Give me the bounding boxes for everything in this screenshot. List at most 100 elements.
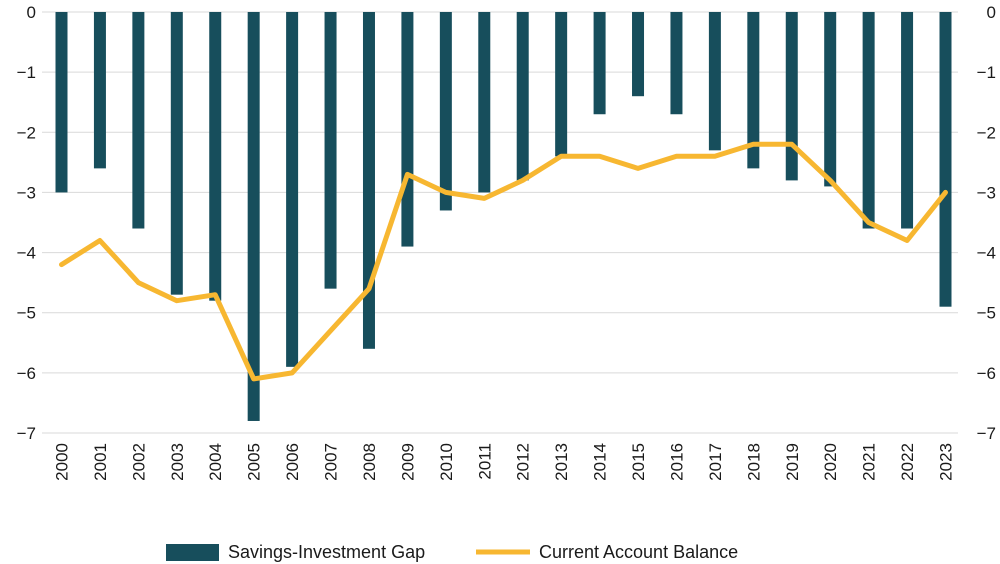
- bar-series: [55, 12, 952, 421]
- y-tick-label-left: 0: [27, 3, 36, 22]
- line-point-2007: [330, 330, 332, 332]
- bar-2005: [247, 12, 260, 421]
- y-tick-label-left: −6: [17, 364, 36, 383]
- x-tick-label-2006: 2006: [283, 443, 302, 481]
- x-tick-label-2007: 2007: [322, 443, 341, 481]
- bar-2013: [555, 12, 568, 157]
- y-tick-label-right: −6: [977, 364, 996, 383]
- y-tick-label-right: 0: [987, 3, 996, 22]
- legend-label-savings-investment-gap: Savings-Investment Gap: [228, 542, 425, 562]
- x-tick-label-2001: 2001: [91, 443, 110, 481]
- y-tick-label-left: −4: [17, 244, 36, 263]
- line-point-2005: [253, 378, 255, 380]
- x-tick-label-2008: 2008: [360, 443, 379, 481]
- line-point-2011: [483, 197, 485, 199]
- x-tick-label-2004: 2004: [206, 443, 225, 481]
- x-tick-label-2014: 2014: [591, 443, 610, 481]
- y-tick-label-right: −4: [977, 244, 996, 263]
- bar-2011: [478, 12, 491, 193]
- line-point-2002: [137, 282, 139, 284]
- line-point-2013: [560, 155, 562, 157]
- bar-2008: [362, 12, 375, 349]
- bar-2010: [439, 12, 452, 211]
- y-tick-label-right: −5: [977, 304, 996, 323]
- line-point-2008: [368, 288, 370, 290]
- line-point-2004: [214, 294, 216, 296]
- bar-2001: [93, 12, 106, 169]
- y-tick-label-left: −2: [17, 123, 36, 142]
- line-point-2001: [99, 240, 101, 242]
- bar-2018: [747, 12, 760, 169]
- line-point-2010: [445, 191, 447, 193]
- bar-2004: [209, 12, 222, 301]
- bar-2021: [862, 12, 875, 229]
- x-tick-label-2011: 2011: [475, 443, 494, 480]
- line-point-2014: [599, 155, 601, 157]
- x-tick-label-2023: 2023: [937, 443, 956, 481]
- gridlines: [42, 11, 958, 434]
- y-tick-label-right: −1: [977, 63, 996, 82]
- line-point-2023: [945, 191, 946, 193]
- y-tick-label-right: −7: [977, 424, 996, 443]
- bar-2022: [901, 12, 914, 229]
- line-point-2016: [675, 155, 677, 157]
- bar-2006: [286, 12, 299, 367]
- x-tick-label-2018: 2018: [744, 443, 763, 481]
- line-point-2006: [291, 372, 293, 374]
- bar-2020: [824, 12, 837, 187]
- x-axis: 2000 2001 2002 2003 2004 2005 2006 2007 2008 2009…: [53, 443, 956, 481]
- bar-2000: [55, 12, 68, 193]
- line-point-2021: [868, 222, 870, 223]
- x-tick-label-2015: 2015: [629, 443, 648, 481]
- line-point-2009: [406, 173, 408, 175]
- line-point-2000: [61, 264, 62, 266]
- x-tick-label-2005: 2005: [245, 443, 264, 481]
- line-series: [59, 141, 948, 382]
- bar-2023: [939, 12, 952, 307]
- bar-2012: [516, 12, 529, 181]
- x-tick-label-2016: 2016: [667, 443, 686, 481]
- line-current-account-balance: [59, 141, 948, 382]
- x-tick-label-2022: 2022: [898, 443, 917, 481]
- y-tick-label-left: −1: [17, 63, 36, 82]
- x-tick-label-2010: 2010: [437, 443, 456, 481]
- x-tick-label-2009: 2009: [398, 443, 417, 481]
- x-tick-label-2019: 2019: [783, 443, 802, 481]
- x-tick-label-2020: 2020: [821, 443, 840, 481]
- line-point-2015: [637, 167, 639, 169]
- bar-2003: [170, 12, 183, 295]
- y-tick-label-left: −7: [17, 424, 36, 443]
- bar-2019: [785, 12, 798, 181]
- line-point-2012: [522, 179, 524, 181]
- legend: Savings-Investment Gap Current Account B…: [166, 542, 738, 562]
- x-tick-label-2002: 2002: [129, 443, 148, 481]
- y-axis-right: 0 −1 −2 −3 −4 −5 −6 −7: [977, 3, 996, 443]
- legend-swatch-savings-investment-gap: [166, 544, 219, 561]
- line-point-2019: [791, 143, 793, 145]
- bar-2015: [632, 12, 645, 97]
- x-tick-label-2012: 2012: [514, 443, 533, 481]
- legend-label-current-account-balance: Current Account Balance: [539, 542, 738, 562]
- x-tick-label-2003: 2003: [168, 443, 187, 481]
- line-point-2003: [176, 300, 178, 302]
- y-tick-label-right: −3: [977, 183, 996, 202]
- x-tick-label-2017: 2017: [706, 443, 725, 481]
- line-point-2022: [906, 240, 908, 242]
- bar-2017: [708, 12, 721, 151]
- x-tick-label-2013: 2013: [552, 443, 571, 481]
- bar-2002: [132, 12, 145, 229]
- x-tick-label-2021: 2021: [860, 443, 879, 481]
- x-tick-label-2000: 2000: [53, 443, 72, 481]
- bar-2014: [593, 12, 606, 115]
- line-point-2017: [714, 155, 716, 157]
- bar-2007: [324, 12, 337, 289]
- y-tick-label-left: −3: [17, 183, 36, 202]
- line-point-2020: [829, 179, 831, 181]
- y-tick-label-right: −2: [977, 123, 996, 142]
- y-axis-left: 0 −1 −2 −3 −4 −5 −6 −7: [17, 3, 36, 443]
- bar-2009: [401, 12, 414, 247]
- bar-2016: [670, 12, 683, 115]
- line-point-2018: [752, 143, 754, 145]
